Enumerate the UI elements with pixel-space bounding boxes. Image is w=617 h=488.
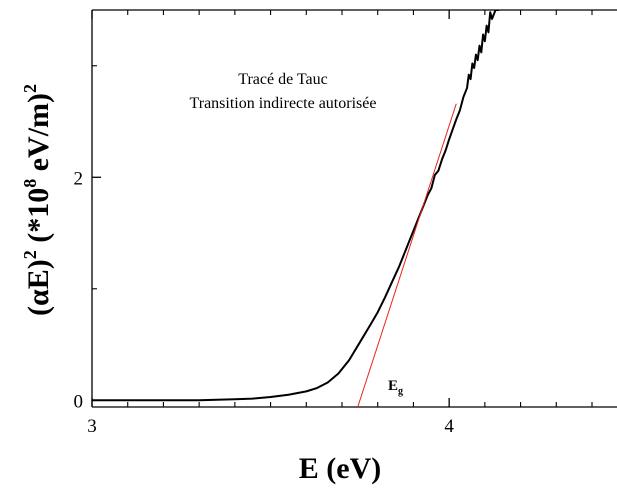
eg-label-main: E (388, 378, 398, 394)
annotation-title-line2: Transition indirecte autorisée (190, 95, 377, 112)
y-axis-title-part-a: (αE) (22, 259, 55, 316)
x-tick-label: 4 (444, 416, 454, 437)
y-tick-label: 2 (74, 168, 84, 189)
annotation-title-line1: Tracé de Tauc (238, 71, 328, 88)
eg-label: Eg (388, 378, 403, 397)
y-axis-title-sup-3: 2 (20, 84, 40, 93)
x-tick-label: 3 (87, 416, 97, 437)
y-axis-title-part-e: eV/m) (22, 93, 55, 179)
plot-axes (91, 9, 617, 408)
tick-layer: 3 4 0 2 (74, 10, 593, 437)
y-axis-title-sup-2: 8 (20, 179, 40, 188)
eg-label-sub: g (398, 386, 403, 397)
y-axis-title: (αE)2 (*108 eV/m)2 (20, 84, 55, 316)
series-line-fit (357, 103, 457, 407)
x-axis-title: E (eV) (299, 452, 381, 485)
y-tick-label: 0 (74, 391, 84, 412)
series-layer (92, 10, 500, 407)
series-line-tauc (92, 10, 500, 402)
y-axis-title-part-c: (*10 (22, 188, 55, 251)
y-axis-title-sup-1: 2 (20, 250, 40, 259)
